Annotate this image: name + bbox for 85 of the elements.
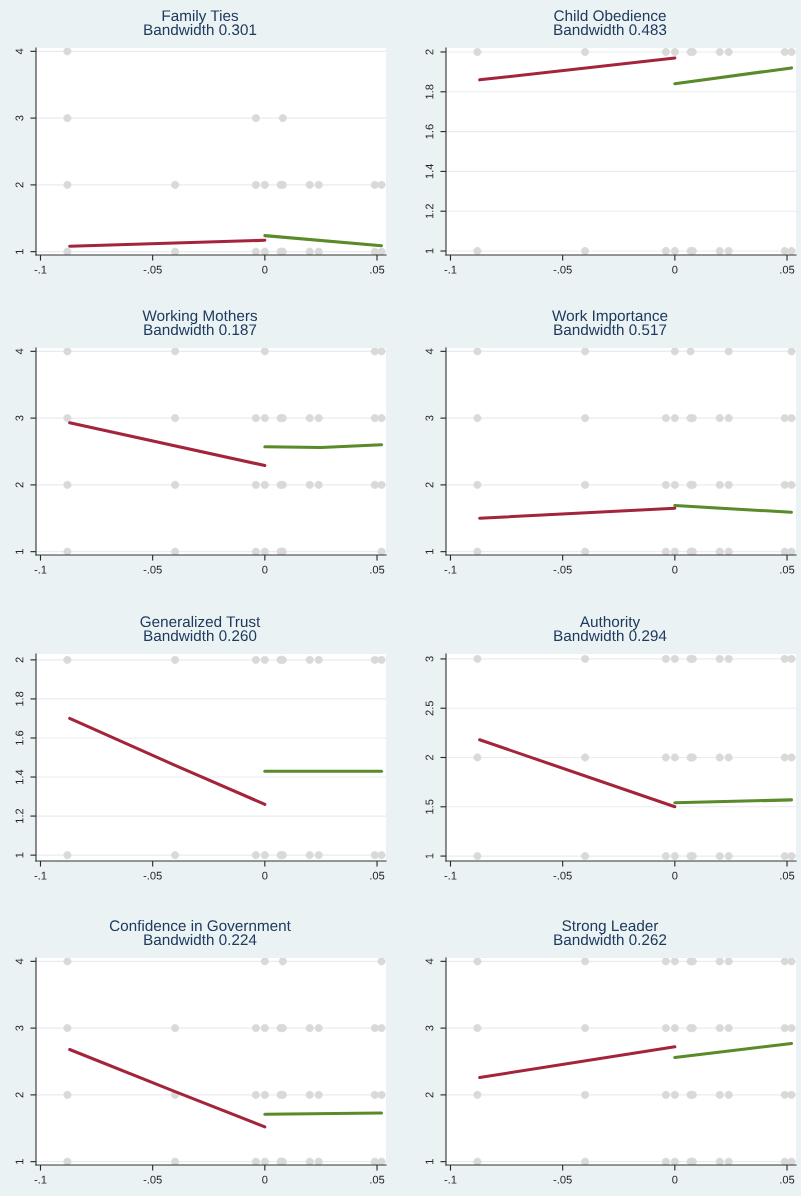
x-tick-label: -.1 [444, 265, 457, 274]
y-tick-label: 4 [425, 958, 434, 965]
x-tick-label: .05 [370, 871, 385, 880]
y-tick-label: 2 [15, 482, 24, 488]
x-tick-label: -.05 [143, 871, 162, 880]
y-tick-label: 2 [15, 182, 24, 188]
chart-subtitle: Bandwidth 0.483 [554, 23, 667, 36]
x-tick-label: .05 [370, 1175, 385, 1184]
y-tick-label: 2.5 [425, 700, 434, 716]
y-tick-label: 1.8 [15, 691, 24, 706]
x-tick-label: 0 [672, 1175, 678, 1184]
y-tick-label: 1.4 [425, 164, 434, 179]
y-tick-label: 3 [15, 415, 24, 421]
y-tick-label: 3 [425, 656, 434, 662]
chart-subtitle: Bandwidth 0.301 [144, 23, 257, 36]
y-tick-label: 2 [15, 657, 24, 663]
x-tick-label: 0 [262, 1175, 268, 1184]
x-tick-label: -.1 [34, 265, 47, 274]
x-tick-label: 0 [262, 565, 268, 574]
x-tick-label: .05 [370, 565, 385, 574]
x-tick-label: -.05 [553, 871, 572, 880]
chart-subtitle: Bandwidth 0.262 [554, 933, 667, 946]
chart-title: Confidence in Government [109, 919, 291, 932]
y-tick-label: 1 [15, 249, 24, 254]
y-tick-label: 2 [425, 1092, 434, 1098]
chart-subtitle: Bandwidth 0.260 [144, 629, 257, 642]
chart-subtitle: Bandwidth 0.294 [554, 629, 667, 642]
y-tick-label: 3 [15, 115, 24, 121]
y-tick-label: 3 [425, 1025, 434, 1031]
x-tick-label: -.05 [553, 1175, 572, 1184]
y-tick-label: 1 [15, 549, 24, 554]
y-tick-label: 1 [425, 549, 434, 554]
x-tick-label: -.1 [444, 565, 457, 574]
x-tick-label: -.1 [34, 871, 47, 880]
x-tick-label: .05 [780, 1175, 795, 1184]
y-tick-label: 1 [15, 852, 24, 858]
x-tick-label: 0 [262, 265, 268, 274]
y-tick-label: 1 [425, 1159, 434, 1164]
y-tick-label: 2 [15, 1092, 24, 1098]
y-tick-label: 2 [425, 482, 434, 488]
y-tick-label: 1.5 [425, 799, 434, 814]
x-tick-label: 0 [672, 265, 678, 274]
x-tick-label: -.05 [553, 565, 572, 574]
x-tick-label: -.1 [444, 1175, 457, 1184]
x-tick-label: .05 [780, 565, 795, 574]
chart-title: Work Importance [552, 309, 668, 325]
y-tick-label: 4 [15, 48, 24, 55]
chart-title: Authority [579, 615, 641, 631]
x-tick-label: 0 [672, 871, 678, 880]
y-tick-label: 2 [425, 754, 434, 761]
chart-subtitle: Bandwidth 0.517 [554, 323, 667, 336]
x-tick-label: .05 [780, 871, 795, 880]
chart-subtitle: Bandwidth 0.187 [144, 323, 257, 336]
y-tick-label: 4 [15, 958, 24, 965]
chart-title: Generalized Trust [140, 615, 261, 628]
y-tick-label: 1 [15, 1159, 24, 1164]
y-tick-label: 3 [425, 415, 434, 421]
x-tick-label: -.1 [34, 565, 47, 574]
x-tick-label: -.05 [143, 1175, 162, 1184]
x-tick-label: 0 [262, 871, 268, 880]
x-tick-label: -.05 [143, 265, 162, 274]
y-tick-label: 4 [425, 348, 434, 355]
y-tick-label: 1.6 [15, 730, 24, 745]
chart-subtitle: Bandwidth 0.224 [144, 933, 257, 946]
y-tick-label: 3 [15, 1025, 24, 1031]
x-tick-label: 0 [672, 565, 678, 574]
y-tick-label: 1 [425, 853, 434, 859]
y-tick-label: 1.8 [425, 84, 434, 99]
chart-title: Working Mothers [142, 309, 258, 325]
x-tick-label: .05 [780, 265, 795, 274]
x-tick-label: .05 [370, 265, 385, 274]
x-tick-label: -.05 [143, 565, 162, 574]
x-tick-label: -.1 [444, 871, 457, 880]
y-tick-label: 1 [425, 248, 434, 254]
y-tick-label: 1.6 [425, 124, 434, 139]
chart-title: Family Ties [162, 9, 239, 25]
y-tick-label: 1.2 [425, 204, 434, 219]
y-tick-label: 2 [425, 49, 434, 55]
y-tick-label: 1.2 [15, 808, 24, 823]
x-tick-label: -.05 [553, 265, 572, 274]
chart-title: Strong Leader [562, 919, 659, 935]
y-tick-label: 1.4 [15, 769, 24, 784]
chart-title: Child Obedience [554, 9, 666, 22]
y-tick-label: 4 [15, 348, 24, 355]
x-tick-label: -.1 [34, 1175, 47, 1184]
